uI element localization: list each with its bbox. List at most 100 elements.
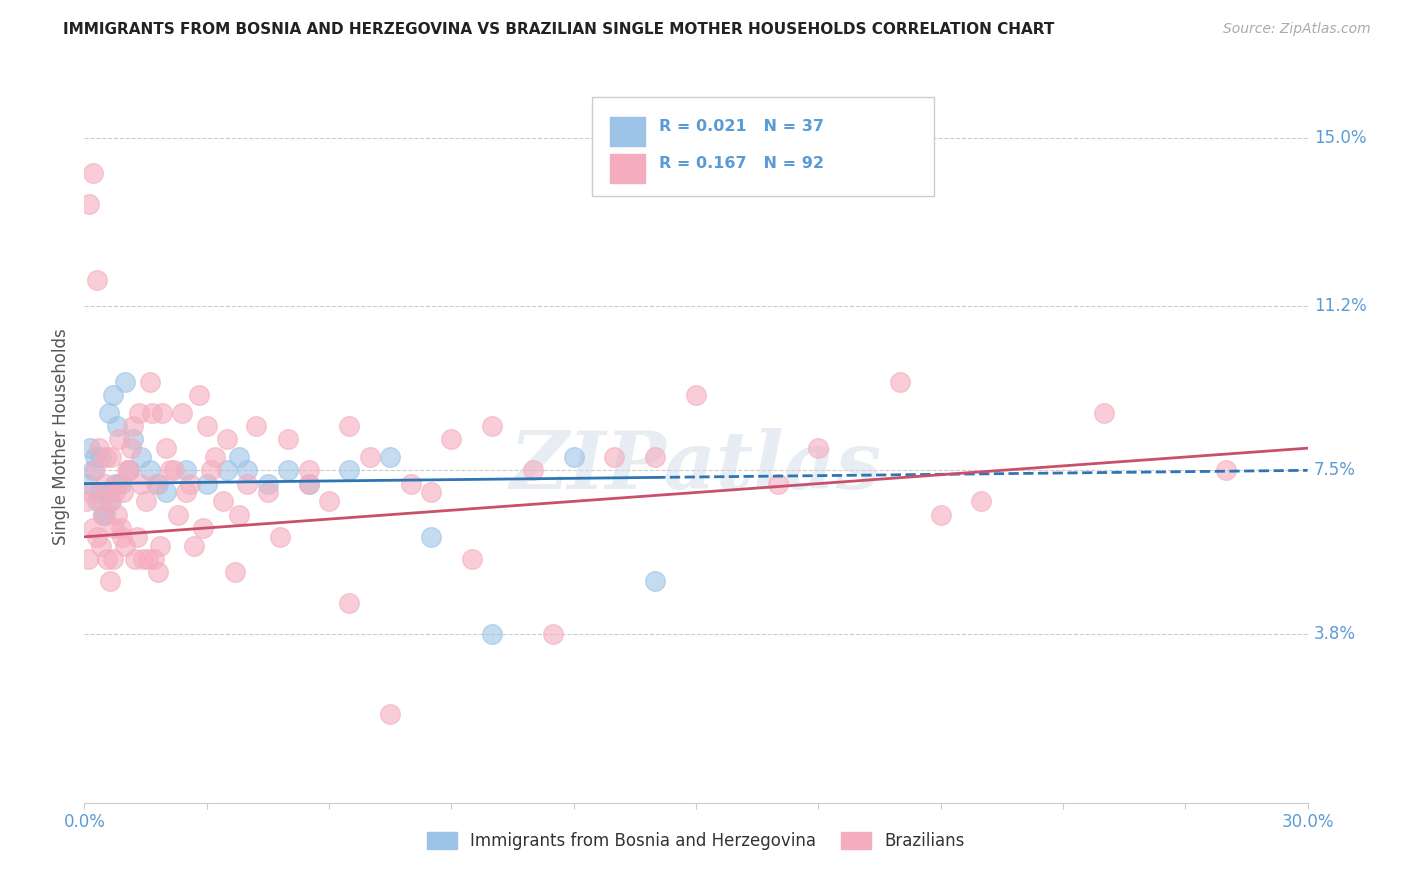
Point — [163, 463, 186, 477]
Bar — [610, 117, 644, 146]
Point — [91, 508, 114, 522]
Point — [257, 476, 280, 491]
Point — [114, 539, 136, 553]
Point — [399, 476, 422, 491]
Point — [245, 419, 267, 434]
Point — [889, 375, 911, 389]
Point — [87, 485, 110, 500]
Text: ZIPatlas: ZIPatlas — [510, 427, 882, 505]
Point — [298, 476, 321, 491]
Point — [105, 508, 128, 522]
Point — [77, 552, 100, 566]
Point — [90, 494, 112, 508]
Point — [115, 463, 138, 477]
Point — [807, 441, 830, 455]
Point — [298, 476, 321, 491]
Point — [644, 450, 666, 464]
Point — [179, 476, 201, 491]
Point — [187, 388, 209, 402]
Text: 7.5%: 7.5% — [1313, 461, 1355, 479]
Point — [543, 627, 565, 641]
Point — [603, 450, 626, 464]
Point — [224, 566, 246, 580]
Point — [79, 441, 101, 455]
Point — [150, 406, 173, 420]
Point — [131, 476, 153, 491]
Point — [94, 450, 117, 464]
Point — [110, 476, 132, 491]
Text: 3.8%: 3.8% — [1313, 625, 1355, 643]
Point — [120, 441, 142, 455]
Point — [138, 463, 160, 477]
Point — [127, 530, 149, 544]
Point — [200, 463, 222, 477]
Point — [174, 463, 197, 477]
Point — [82, 166, 104, 180]
Point — [149, 539, 172, 553]
Point — [155, 485, 177, 500]
Point — [228, 450, 250, 464]
Point — [82, 521, 104, 535]
Point — [277, 463, 299, 477]
Point — [359, 450, 381, 464]
Point — [766, 476, 789, 491]
Point — [87, 441, 110, 455]
Point — [167, 508, 190, 522]
Point — [100, 450, 122, 464]
Point — [101, 552, 124, 566]
Point — [110, 521, 132, 535]
Point — [114, 375, 136, 389]
Point — [101, 388, 124, 402]
Point — [83, 463, 105, 477]
Point — [132, 552, 155, 566]
Point — [217, 432, 239, 446]
Point — [269, 530, 291, 544]
Point — [257, 485, 280, 500]
Point — [339, 463, 361, 477]
Point — [82, 463, 104, 477]
Point — [380, 707, 402, 722]
Point — [79, 485, 101, 500]
Text: 15.0%: 15.0% — [1313, 128, 1367, 147]
Point — [644, 574, 666, 589]
Point — [141, 406, 163, 420]
Text: 11.2%: 11.2% — [1313, 297, 1367, 315]
Point — [970, 494, 993, 508]
Point — [142, 552, 165, 566]
Point — [118, 463, 141, 477]
Point — [685, 388, 707, 402]
Point — [86, 273, 108, 287]
Point — [75, 494, 97, 508]
Point — [318, 494, 340, 508]
Point — [420, 530, 443, 544]
Point — [145, 476, 167, 491]
Point — [96, 485, 118, 500]
Point — [96, 552, 118, 566]
Point — [339, 419, 361, 434]
Point — [277, 432, 299, 446]
Point — [98, 574, 121, 589]
Bar — [592, 97, 935, 195]
Point — [97, 494, 120, 508]
Point — [380, 450, 402, 464]
Point — [929, 508, 952, 522]
Point — [122, 419, 145, 434]
Point — [481, 419, 503, 434]
Point — [107, 476, 129, 491]
Point — [298, 463, 321, 477]
Point — [195, 419, 218, 434]
Point — [204, 450, 226, 464]
Point — [1092, 406, 1115, 420]
Point — [118, 463, 141, 477]
Point — [136, 552, 159, 566]
Point — [97, 406, 120, 420]
Point — [105, 419, 128, 434]
Point — [172, 406, 194, 420]
Point — [1215, 463, 1237, 477]
Text: R = 0.167   N = 92: R = 0.167 N = 92 — [659, 155, 824, 170]
Point — [236, 463, 259, 477]
Point — [104, 476, 127, 491]
Bar — [610, 153, 644, 183]
Point — [122, 432, 145, 446]
Point — [183, 539, 205, 553]
